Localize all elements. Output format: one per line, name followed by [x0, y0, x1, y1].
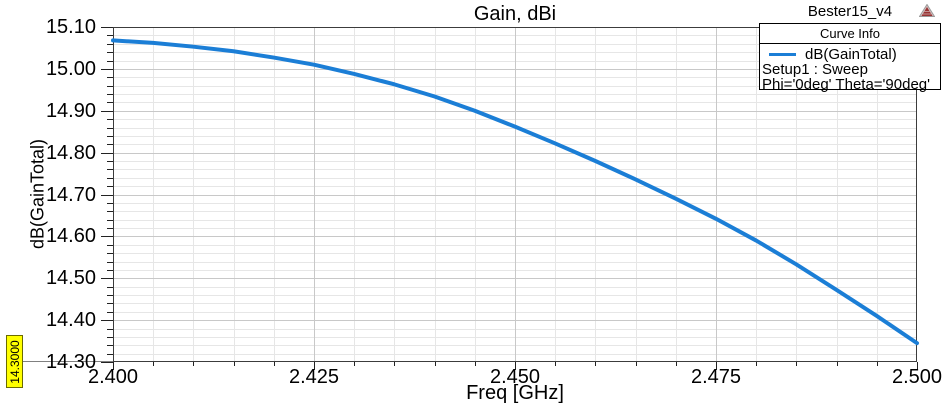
plot-border — [113, 27, 917, 362]
legend-title: Curve Info — [760, 24, 940, 44]
y-tick-label: 14.90 — [45, 99, 96, 122]
chart-title: Gain, dBi — [473, 3, 557, 25]
y-tick-label: 14.70 — [45, 183, 96, 206]
legend-phi-theta-label: Phi='0deg' Theta='90deg' — [762, 76, 930, 93]
x-tick-label: 2.500 — [891, 366, 943, 388]
y-marker-label[interactable]: 14.3000 — [6, 335, 23, 388]
y-tick-label: 15.00 — [45, 57, 96, 80]
trace-color-line-icon — [769, 52, 796, 56]
x-axis-title: Freq [GHz] — [466, 382, 564, 404]
y-tick-label: 15.10 — [45, 16, 96, 38]
y-tick-label: 14.30 — [45, 351, 96, 373]
x-tick-label: 2.425 — [288, 366, 340, 388]
legend-entry-label: dB(GainTotal) — [805, 45, 897, 63]
legend-box[interactable]: Curve Info dB(GainTotal) Setup1 : Sweep … — [759, 23, 941, 93]
legend-entry[interactable]: dB(GainTotal) — [760, 45, 940, 63]
x-tick-label: 2.450 — [489, 366, 541, 388]
x-tick-label: 2.400 — [87, 366, 139, 388]
y-tick-label: 14.80 — [45, 141, 96, 164]
ansys-triangle-icon — [919, 4, 935, 17]
y-tick-label: 14.60 — [45, 225, 96, 248]
gain-curve[interactable] — [111, 38, 919, 346]
x-tick-label: 2.475 — [690, 366, 742, 388]
project-name-label: Bester15_v4 — [807, 3, 893, 20]
y-tick-label: 14.40 — [45, 309, 96, 332]
legend-setup-label: Setup1 : Sweep — [762, 61, 868, 78]
y-tick-label: 14.50 — [45, 267, 96, 290]
